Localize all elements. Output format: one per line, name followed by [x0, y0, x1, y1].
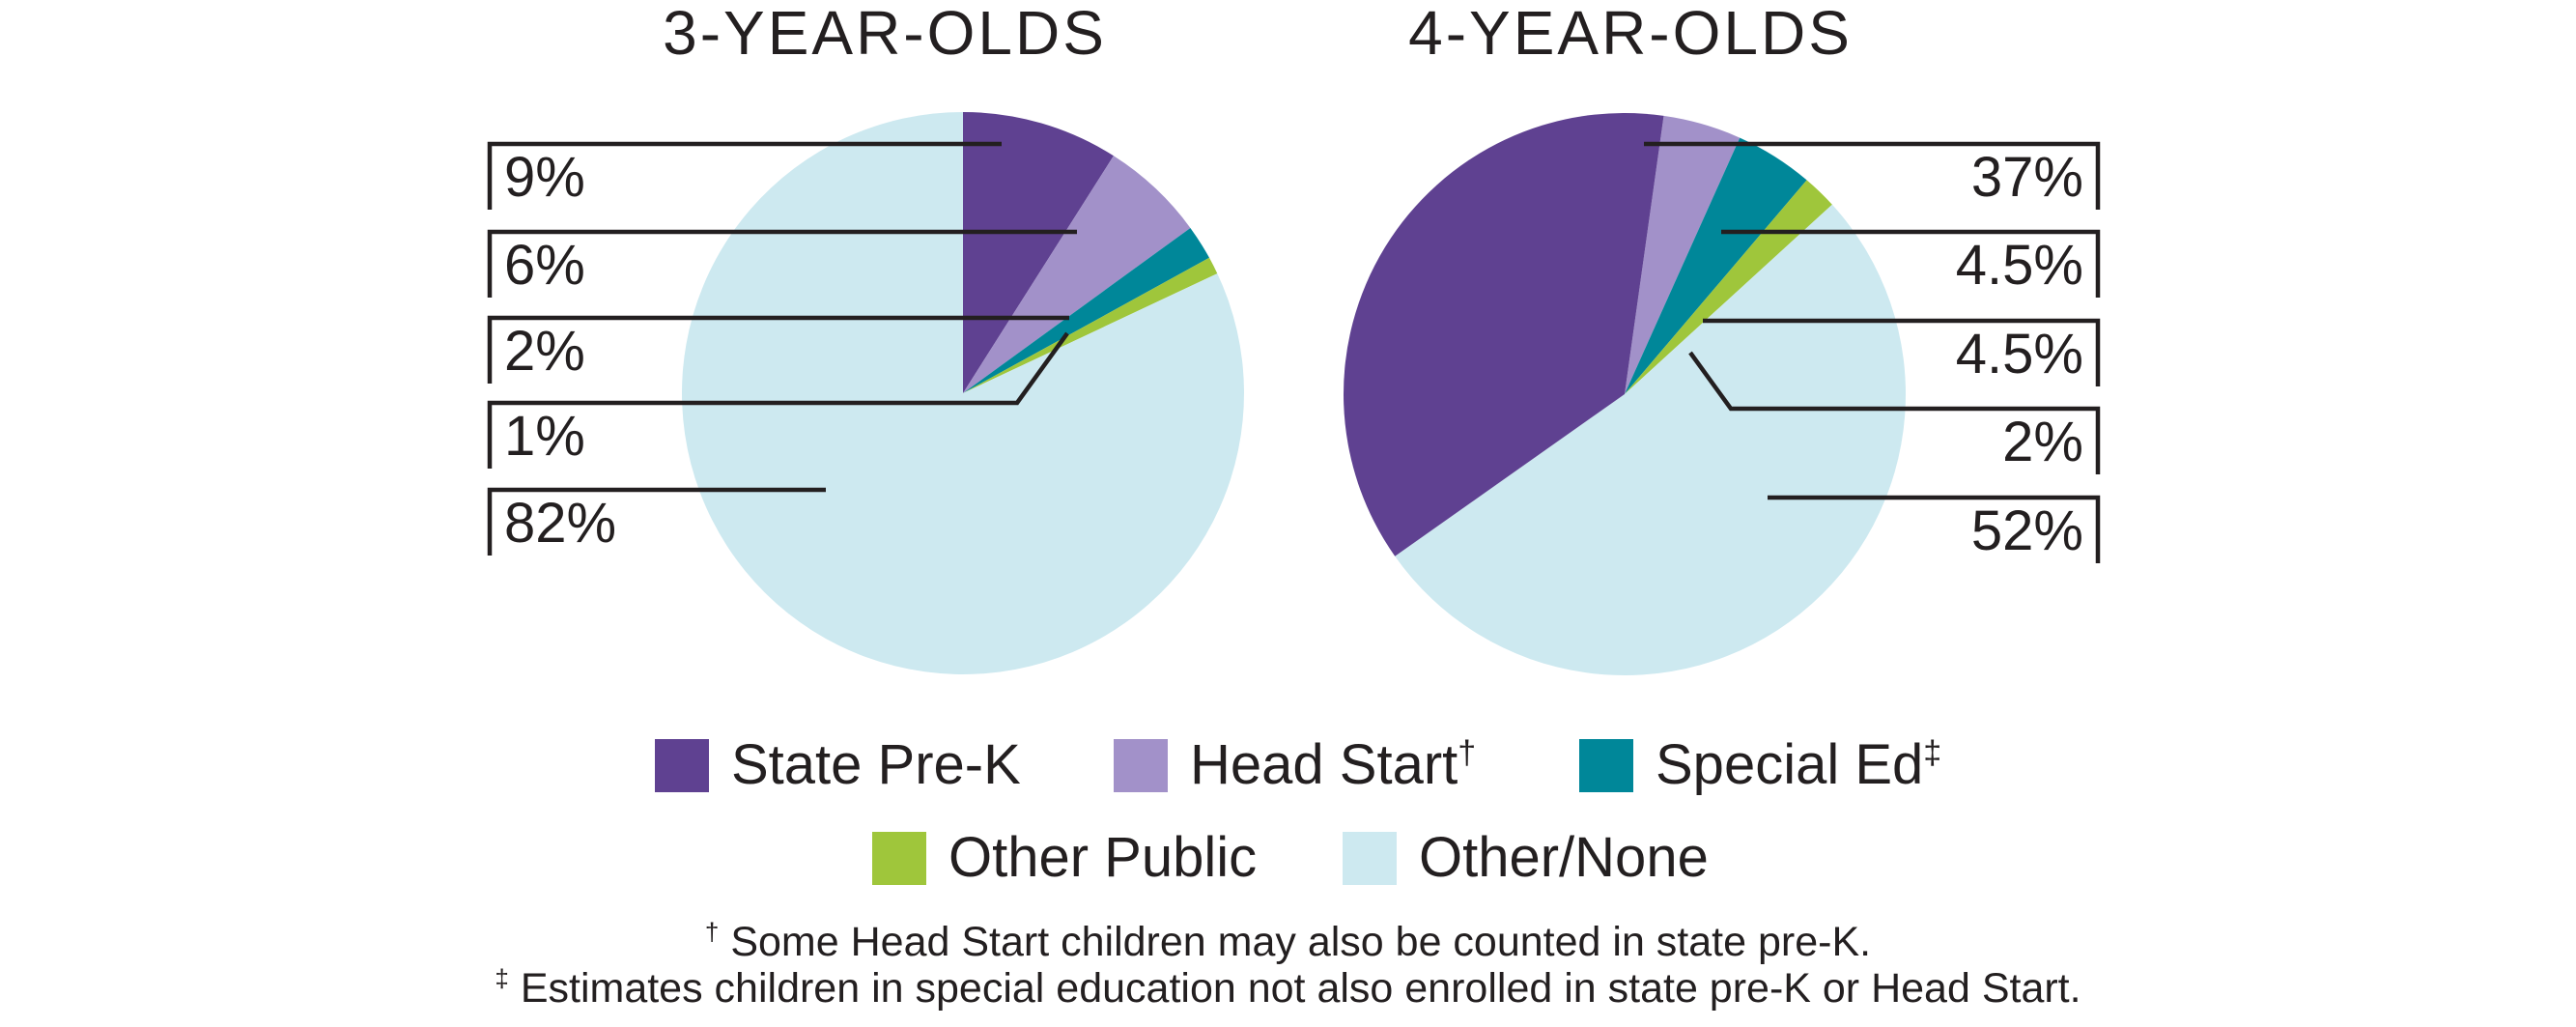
callout-label-3yo-head-start: 6% — [504, 234, 585, 297]
pie-title-4-year-olds: 4-YEAR-OLDS — [1408, 0, 1853, 68]
pie-slice-other-none — [681, 112, 1244, 674]
callout-label-4yo-state-prek: 37% — [1970, 146, 2083, 209]
legend-item-special-ed: Special Ed‡ — [1579, 737, 1941, 793]
legend-item-other-none: Other/None — [1343, 830, 1709, 886]
state-prek-swatch-icon — [655, 738, 709, 792]
legend-label-special-ed: Special Ed‡ — [1656, 733, 1942, 796]
callout-label-3yo-other-none: 82% — [504, 492, 617, 555]
head-start-swatch-icon — [1114, 738, 1168, 792]
legend-label-other-none: Other/None — [1419, 826, 1709, 889]
pie-slice-special-ed — [963, 227, 1210, 393]
pie-slice-state-pre-k — [1343, 112, 1664, 556]
pie-4-year-olds — [1343, 112, 1907, 676]
pie-slice-other-public — [963, 257, 1218, 393]
pie-title-3-year-olds: 3-YEAR-OLDS — [663, 0, 1107, 68]
callout-label-4yo-special-ed: 4.5% — [1955, 323, 2083, 385]
legend-label-state-prek: State Pre-K — [731, 733, 1021, 796]
pie-slice-head-start — [1625, 115, 1741, 394]
legend-item-other-public: Other Public — [872, 830, 1257, 886]
footnotes: † Some Head Start children may also be c… — [0, 919, 2576, 1012]
callout-label-4yo-head-start: 4.5% — [1955, 234, 2083, 297]
pie-3-year-olds — [681, 112, 1244, 674]
footnote-special-ed: ‡ Estimates children in special educatio… — [495, 963, 2081, 1012]
pie-slice-other-none — [1395, 204, 1907, 676]
other-public-swatch-icon — [872, 831, 926, 885]
pie-slice-head-start — [963, 156, 1191, 393]
callout-label-3yo-other-public: 1% — [504, 405, 585, 468]
footnote-head-start: † Some Head Start children may also be c… — [704, 917, 1872, 965]
pie-slice-special-ed — [1625, 137, 1807, 394]
legend-label-head-start: Head Start† — [1190, 733, 1477, 796]
pie-slice-other-public — [1625, 180, 1832, 394]
legend-label-other-public: Other Public — [948, 826, 1258, 889]
callout-label-3yo-special-ed: 2% — [504, 320, 585, 383]
other-none-swatch-icon — [1343, 831, 1397, 885]
callout-label-4yo-other-none: 52% — [1970, 499, 2083, 562]
callout-label-4yo-other-public: 2% — [2002, 411, 2083, 473]
callout-label-3yo-state-prek: 9% — [504, 146, 585, 209]
legend-item-state-prek: State Pre-K — [655, 737, 1021, 793]
pie-slice-state-pre-k — [963, 112, 1114, 393]
special-ed-swatch-icon — [1579, 738, 1633, 792]
legend-item-head-start: Head Start† — [1114, 737, 1476, 793]
